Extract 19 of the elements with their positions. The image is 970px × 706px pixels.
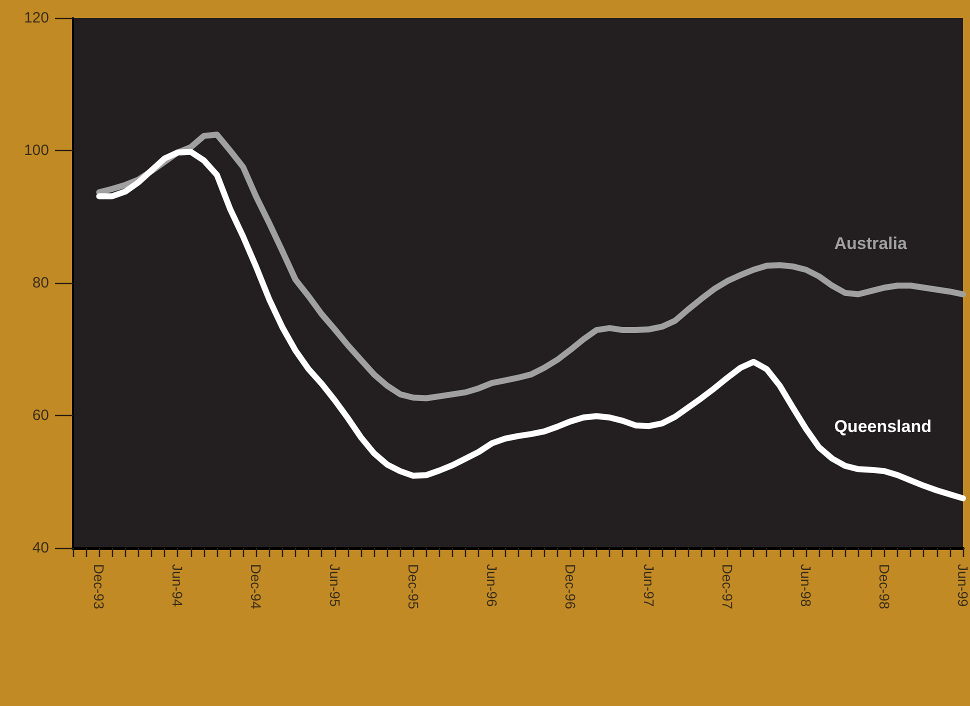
y-tick-label: 100 (24, 142, 49, 159)
x-tick-label: Dec-94 (248, 564, 264, 610)
y-tick-label: 40 (32, 540, 49, 556)
y-tick-label: 120 (24, 10, 49, 26)
x-tick-label: Jun-96 (484, 564, 500, 608)
y-tick-label: 60 (32, 407, 49, 424)
x-tick-label: Dec-93 (91, 564, 108, 610)
x-tick-label: Dec-95 (405, 564, 422, 610)
series-label: Queensland (834, 416, 932, 436)
x-tick-label: Jun-97 (640, 564, 657, 608)
series-label: Australia (834, 234, 908, 253)
y-tick-label: 80 (32, 274, 49, 292)
x-tick-label: Dec-97 (719, 564, 736, 610)
x-tick-label: Dec-98 (876, 564, 892, 610)
x-tick-label: Jun-99 (955, 564, 970, 608)
x-tick-label: Jun-95 (326, 564, 343, 608)
x-tick-label: Jun-94 (170, 564, 186, 608)
x-tick-label: Jun-98 (798, 564, 814, 608)
x-tick-label: Dec-96 (562, 564, 578, 610)
